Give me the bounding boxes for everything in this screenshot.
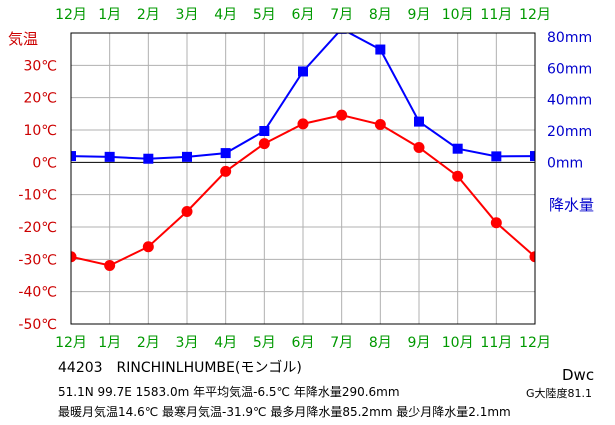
x-tick-label-bottom: 10月: [442, 335, 474, 351]
precipitation-point: [259, 126, 270, 136]
x-tick-label-bottom: 4月: [214, 335, 237, 351]
temperature-tick-label: 30℃: [23, 58, 57, 74]
precipitation-point: [143, 153, 154, 164]
precipitation-point: [491, 151, 502, 162]
x-tick-label-top: 7月: [330, 7, 353, 23]
station-stats-line2: 最暖月気温14.6℃ 最寒月気温-31.9℃ 最多月降水量85.2mm 最少月降…: [58, 405, 511, 419]
precipitation-tick-label: 60mm: [547, 61, 592, 77]
temperature-point: [104, 259, 116, 271]
temperature-point: [297, 118, 309, 130]
temperature-point: [181, 205, 193, 217]
precipitation-axis: 80mm 60mm 40mm 20mm 0mm: [547, 30, 592, 171]
temperature-tick-label: -30℃: [18, 252, 57, 268]
temperature-point: [490, 217, 502, 229]
x-tick-label-top: 9月: [408, 7, 431, 23]
x-tick-label-top: 4月: [214, 7, 237, 23]
precipitation-point: [452, 143, 463, 154]
x-tick-label-bottom: 1月: [98, 335, 121, 351]
temperature-axis-label: 気温: [8, 30, 38, 48]
precipitation-point: [71, 151, 76, 162]
precipitation-point: [104, 151, 115, 162]
climate-code: Dwc: [562, 366, 595, 384]
temperature-point: [336, 109, 348, 121]
x-tick-label-top: 8月: [369, 7, 392, 23]
plot-border: [70, 32, 536, 325]
temperature-tick-label: -50℃: [18, 317, 57, 333]
x-tick-label-top: 12月: [55, 7, 87, 23]
precipitation-axis-label: 降水量: [549, 196, 594, 214]
x-tick-label-bottom: 3月: [176, 335, 199, 351]
x-tick-label-top: 1月: [98, 7, 121, 23]
x-tick-label-bottom: 6月: [292, 335, 315, 351]
temperature-tick-label: -10℃: [18, 188, 57, 204]
x-tick-label-bottom: 9月: [408, 335, 431, 351]
x-tick-label-bottom: 5月: [253, 335, 276, 351]
x-tick-label-bottom: 12月: [519, 335, 551, 351]
temperature-axis: 30℃ 20℃ 10℃ 0℃ -10℃ -20℃ -30℃ -40℃ -50℃: [18, 58, 57, 333]
x-tick-label-top: 2月: [137, 7, 160, 23]
temperature-point: [142, 241, 154, 253]
x-tick-label-bottom: 7月: [330, 335, 353, 351]
precipitation-point: [298, 66, 308, 77]
temperature-point: [374, 119, 386, 131]
temperature-point: [452, 170, 464, 182]
precipitation-point: [220, 148, 231, 159]
precipitation-tick-label: 40mm: [547, 93, 592, 109]
x-tick-label-top: 12月: [519, 7, 551, 23]
precipitation-point: [530, 151, 535, 162]
precipitation-point: [414, 116, 424, 127]
station-name: 44203 RINCHINLHUMBE(モンゴル): [58, 360, 302, 376]
precipitation-tick-label: 80mm: [547, 30, 592, 46]
temperature-point: [71, 251, 77, 263]
x-tick-label-top: 11月: [480, 7, 512, 23]
temperature-point: [220, 165, 232, 177]
climate-group: G大陸度81.1: [526, 387, 593, 400]
precipitation-point: [375, 44, 386, 55]
temperature-tick-label: -40℃: [18, 285, 57, 301]
precipitation-tick-label: 20mm: [547, 124, 592, 140]
precipitation-point: [336, 33, 347, 34]
precipitation-tick-label: 0mm: [547, 155, 583, 171]
x-axis-bottom: 12月 1月 2月 3月 4月 5月 6月 7月 8月 9月 10月 11月 12月: [55, 335, 551, 351]
temperature-point: [529, 251, 535, 263]
temperature-tick-label: 10℃: [23, 123, 57, 139]
x-tick-label-top: 6月: [292, 7, 315, 23]
x-tick-label-top: 3月: [176, 7, 199, 23]
x-tick-label-bottom: 8月: [369, 335, 392, 351]
temperature-tick-label: 20℃: [23, 91, 57, 107]
temperature-tick-label: -20℃: [18, 220, 57, 236]
x-tick-label-top: 5月: [253, 7, 276, 23]
x-tick-label-top: 10月: [442, 7, 474, 23]
x-tick-label-bottom: 2月: [137, 335, 160, 351]
x-tick-label-bottom: 11月: [480, 335, 512, 351]
station-stats-line1: 51.1N 99.7E 1583.0m 年平均気温-6.5℃ 年降水量290.6…: [58, 385, 400, 399]
precipitation-point: [182, 151, 192, 162]
x-axis-top: 12月 1月 2月 3月 4月 5月 6月 7月 8月 9月 10月 11月 12月: [55, 7, 551, 23]
temperature-point: [413, 141, 425, 153]
x-tick-label-bottom: 12月: [55, 335, 87, 351]
temperature-point: [258, 138, 270, 150]
temperature-tick-label: 0℃: [32, 155, 57, 171]
